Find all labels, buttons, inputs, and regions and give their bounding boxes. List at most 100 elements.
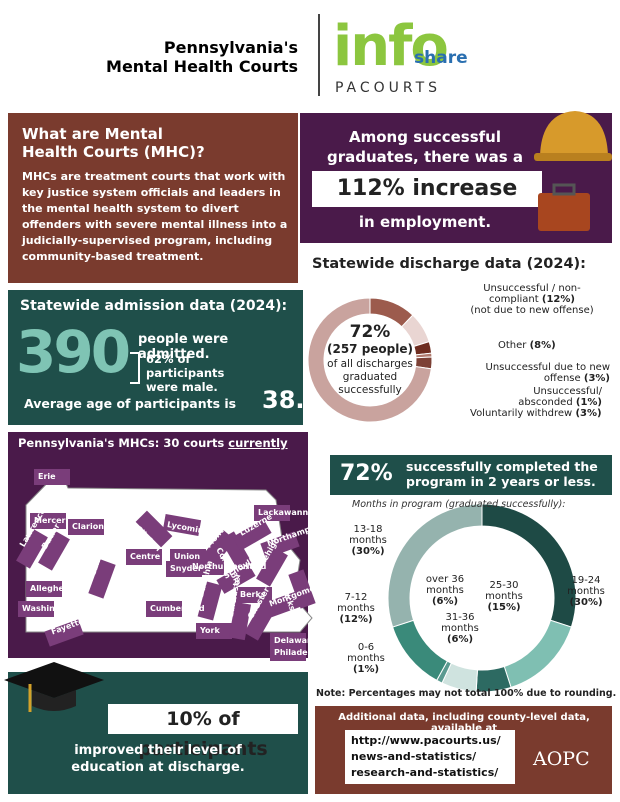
title-line: Pennsylvania's [163,38,298,57]
county [196,623,232,639]
map-title: Pennsylvania's MHCs: 30 courts currently [18,436,288,450]
title-line: Mental Health Courts [106,57,298,76]
cap-icon [4,662,104,712]
county-label: Snyder [170,564,202,573]
admitted-count: 390 [16,318,131,386]
education-text: improved their level of education at dis… [71,743,245,775]
segment-label: 13-18 months (30%) [346,524,390,557]
segment-name: Unsuccessful / non-compliant [483,283,581,305]
heading: What are Mental Health Courts (MHC)? [22,125,205,161]
discharge-title: Statewide discharge data (2024): [312,256,586,272]
segment-label: Unsuccessful due to new offense (3%) [470,362,611,384]
county-label: Clarion [72,522,104,531]
center-value: 72% [349,322,391,342]
admitted-text: people were admitted. [138,332,229,362]
county [88,559,116,599]
discharge-center: 72% (257 people) of all discharges gradu… [318,322,422,397]
admission-box: Statewide admission data (2024): 390 peo… [8,290,305,425]
donut-segment [307,297,432,423]
segment-name: Voluntarily withdrew [470,408,573,419]
map-title-emphasis: currently [228,436,288,450]
county-label: Mercer [34,516,66,525]
months-highlight: 72% [340,461,393,486]
county [260,531,300,559]
county [38,531,70,571]
county-label: Centre [130,552,161,561]
county [18,601,54,617]
additional-box: Additional data, including county-level … [315,706,612,794]
county [126,549,162,565]
url-line[interactable]: news-and-statistics/ [351,750,477,763]
age-text: Average age of participants is [24,396,237,411]
segment-value: (1%) [575,397,602,408]
education-highlight: 10% of participants [108,704,298,760]
male-text: 62% of participants were male. [146,352,225,394]
admission-title: Statewide admission data (2024): [20,298,288,314]
cap-base [32,690,76,711]
county [216,562,256,594]
helmet-brim [534,153,612,161]
segment-name: Other [498,340,527,351]
icons [534,111,612,231]
segment-name: 25-30 months [485,580,523,602]
county-label: Berks [240,590,266,599]
county [34,469,70,485]
county-label: Delaware [274,636,317,645]
cap-top [4,662,104,698]
county [220,531,252,571]
county [162,513,202,537]
logo-share: share [414,48,468,68]
age: 38. [262,386,305,414]
segment-name: Unsuccessful/ absconded [518,386,602,408]
helmet [540,111,608,155]
segment-label: 7-12 months (12%) [334,592,378,625]
briefcase-handle [552,183,576,196]
county [68,519,104,535]
logo-info: info [333,14,449,79]
segment-value: (3%) [575,408,602,419]
note: Note: Percentages may not total 100% due… [316,688,617,699]
county [146,601,182,617]
url-box[interactable]: http://www.pacourts.us/ news-and-statist… [345,730,515,784]
segment-label: Voluntarily withdrew (3%) [470,408,610,419]
donut-segment [387,503,483,628]
url-line[interactable]: research-and-statistics/ [351,766,499,779]
logo-org: PACOURTS [335,80,442,96]
divider [318,14,320,96]
months-headline: successfully completed the program in 2 … [406,459,598,489]
title: Pennsylvania's Mental Health Courts [80,38,298,76]
url-line[interactable]: http://www.pacourts.us/ [351,734,501,747]
county [232,519,272,551]
county [254,505,290,521]
employment-box: Among successful graduates, there was a … [300,111,612,243]
county [288,569,316,609]
segment-value: (8%) [529,340,556,351]
county [244,601,276,641]
county [16,529,48,569]
segment-name: 31-36 months [441,612,479,634]
segment-name: over 36 months [425,574,465,596]
segment-label: 31-36 months (6%) [432,612,488,645]
segment-name: 7-12 months [337,592,375,614]
county [44,619,84,647]
segment-name: 13-18 months [349,524,387,546]
county [270,645,306,661]
county [197,581,223,621]
county-label: York [200,626,220,635]
what-are-box: What are Mental Health Courts (MHC)? MHC… [8,113,298,283]
body: MHCs are treatment courts that work with… [22,170,288,263]
segment-label: over 36 months (6%) [418,574,472,607]
tail: in employment. [358,213,492,231]
lead: Among successful graduates, there was a [326,128,524,166]
bracket [130,352,140,384]
segment-label: 0-6 months (1%) [346,642,386,675]
segment-value: (1%) [352,664,380,675]
segment-label: 19-24 months (30%) [560,575,612,608]
segment-name: Unsuccessful due to new offense [485,362,611,384]
county-label: Cumberland [150,604,205,613]
county [26,581,62,597]
segment-label: Unsuccessful/ absconded (1%) [482,386,602,408]
county-label: Allegheny [30,584,75,593]
center-people: (257 people) [326,342,413,356]
